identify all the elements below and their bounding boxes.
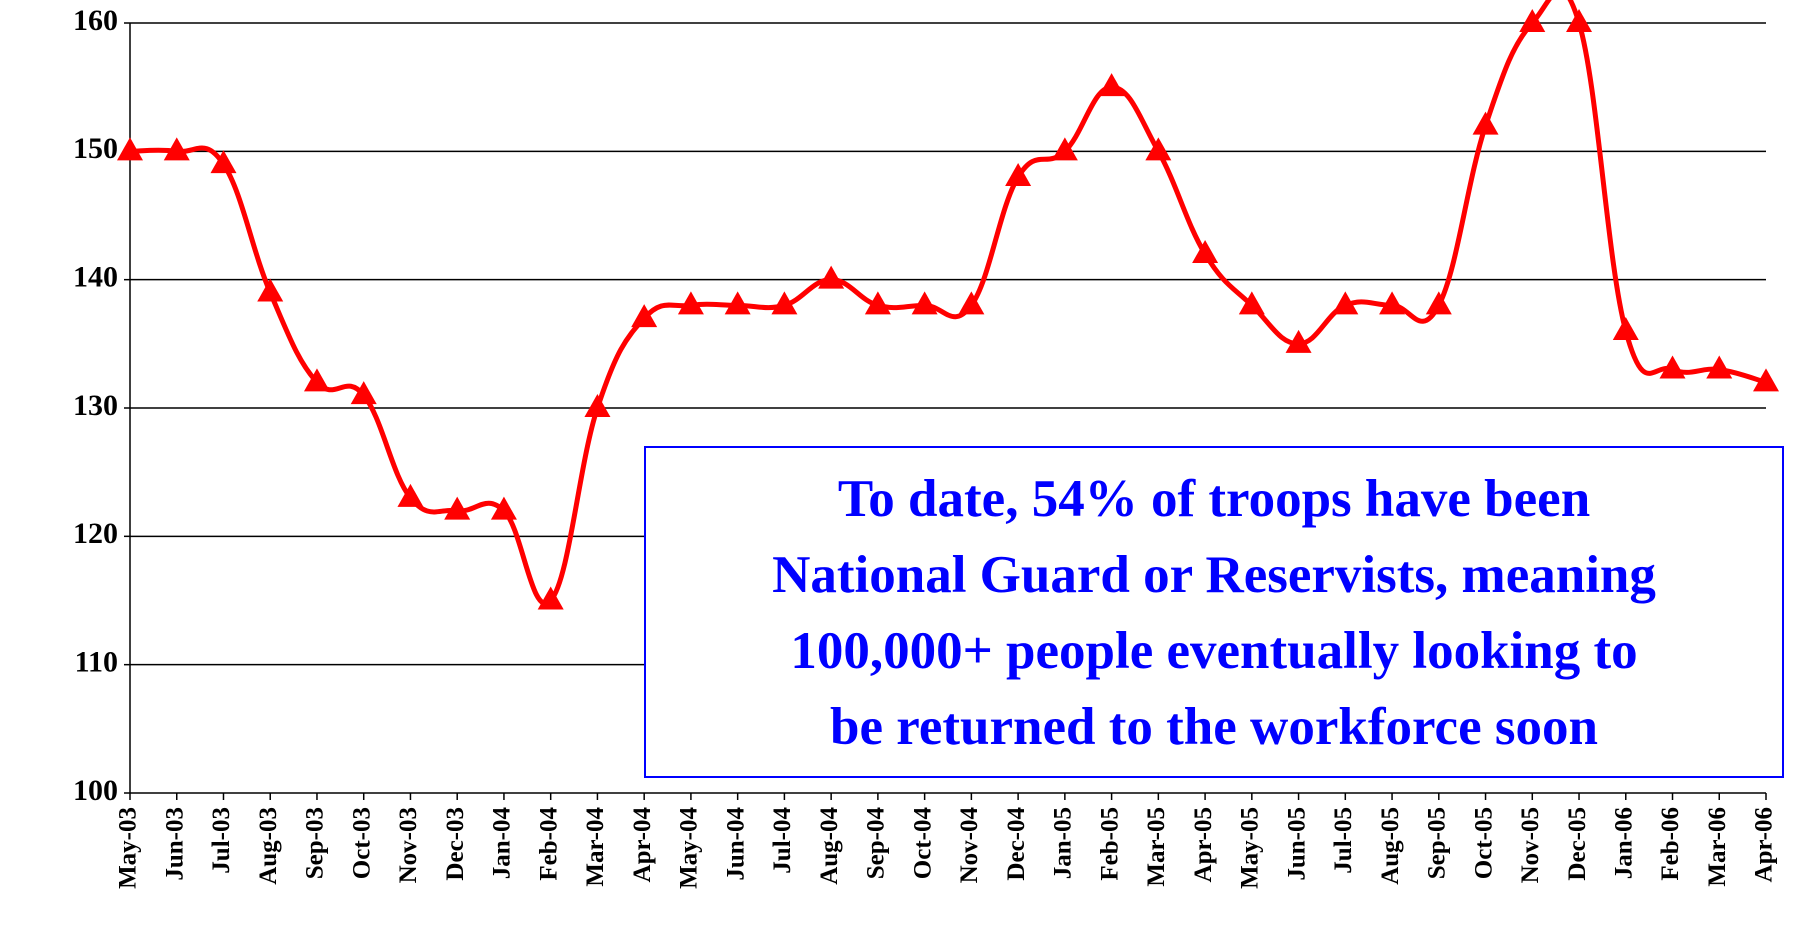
point-marker [958, 291, 985, 315]
point-marker [1051, 137, 1078, 161]
point-marker [490, 496, 517, 520]
x-tick-label: Apr-05 [1190, 807, 1217, 882]
point-marker [1566, 9, 1593, 32]
x-tick-label: May-04 [676, 807, 703, 889]
point-marker [1659, 355, 1686, 379]
point-marker [1192, 240, 1219, 263]
x-tick-label: Jun-05 [1283, 807, 1310, 881]
x-tick-label: Sep-03 [302, 807, 329, 879]
point-marker [444, 496, 471, 520]
point-marker [1519, 9, 1546, 32]
x-tick-label: Jan-04 [489, 807, 516, 880]
y-tick-label: 120 [73, 517, 118, 550]
annotation-text: To date, 54% of troops have been [838, 470, 1590, 528]
point-marker [1332, 291, 1359, 315]
point-marker [397, 483, 424, 507]
y-tick-label: 150 [73, 132, 118, 165]
x-tick-label: Mar-06 [1704, 807, 1731, 887]
x-tick-label: Apr-04 [629, 807, 656, 883]
annotation-box [644, 446, 1784, 778]
point-marker [537, 586, 564, 610]
x-tick-label: Apr-06 [1751, 807, 1778, 882]
point-marker [1145, 137, 1172, 161]
point-marker [864, 291, 891, 315]
point-marker [1472, 111, 1499, 135]
point-marker [677, 291, 704, 315]
y-tick-label: 100 [73, 774, 118, 807]
series-line [129, 0, 1767, 606]
x-tick-label: Jan-06 [1611, 807, 1638, 879]
x-tick-label: Aug-05 [1377, 807, 1404, 885]
point-marker [1425, 291, 1452, 315]
annotation-text: 100,000+ people eventually looking to [790, 622, 1637, 680]
x-tick-label: Sep-05 [1424, 807, 1451, 879]
x-tick-label: May-03 [115, 807, 142, 889]
x-tick-label: Mar-04 [582, 807, 609, 887]
y-tick-label: 160 [73, 4, 118, 37]
x-tick-label: Jul-04 [769, 807, 796, 874]
annotation-text: be returned to the workforce soon [830, 698, 1598, 756]
x-tick-label: Oct-05 [1470, 807, 1497, 879]
x-tick-label: Feb-05 [1096, 807, 1123, 881]
point-marker [1379, 291, 1406, 315]
point-marker [1098, 73, 1125, 97]
y-tick-label: 110 [75, 646, 118, 679]
point-marker [303, 368, 330, 392]
point-marker [1285, 329, 1312, 353]
x-tick-label: Aug-04 [816, 807, 843, 885]
x-tick-label: Sep-04 [863, 807, 890, 880]
point-marker [584, 394, 611, 417]
point-marker [631, 304, 658, 328]
point-marker [1238, 291, 1265, 315]
x-tick-label: Oct-03 [348, 807, 375, 879]
x-tick-label: Jun-03 [161, 807, 188, 881]
point-marker [771, 291, 798, 315]
x-tick-label: Jul-05 [1330, 807, 1357, 874]
point-marker [117, 137, 143, 161]
x-tick-label: Nov-05 [1517, 807, 1544, 883]
x-tick-label: Jan-05 [1050, 807, 1077, 879]
point-marker [163, 137, 190, 161]
point-marker [1005, 163, 1032, 186]
point-marker [724, 291, 751, 315]
x-tick-label: Nov-03 [395, 807, 422, 883]
y-tick-label: 140 [73, 261, 118, 294]
point-marker [257, 278, 284, 302]
point-marker [911, 291, 938, 315]
x-tick-label: Mar-05 [1143, 807, 1170, 887]
x-tick-label: Dec-03 [442, 807, 469, 881]
point-marker [1706, 355, 1733, 379]
x-tick-label: Oct-04 [909, 807, 936, 880]
x-tick-label: Dec-04 [1003, 807, 1030, 881]
x-tick-label: Aug-03 [255, 807, 282, 885]
x-tick-label: Jun-04 [722, 807, 749, 881]
x-tick-label: Dec-05 [1564, 807, 1591, 881]
x-tick-label: Feb-04 [535, 807, 562, 881]
point-marker [210, 150, 237, 174]
annotation-text: National Guard or Reservists, meaning [772, 546, 1656, 604]
point-marker [1612, 317, 1639, 340]
x-tick-label: Feb-06 [1657, 807, 1684, 881]
y-tick-label: 130 [73, 389, 118, 422]
x-tick-label: May-05 [1237, 807, 1264, 889]
x-tick-label: Jul-03 [208, 807, 235, 874]
point-marker [1753, 368, 1779, 392]
point-marker [350, 381, 377, 405]
point-marker [818, 265, 845, 289]
x-tick-label: Nov-04 [956, 807, 983, 884]
